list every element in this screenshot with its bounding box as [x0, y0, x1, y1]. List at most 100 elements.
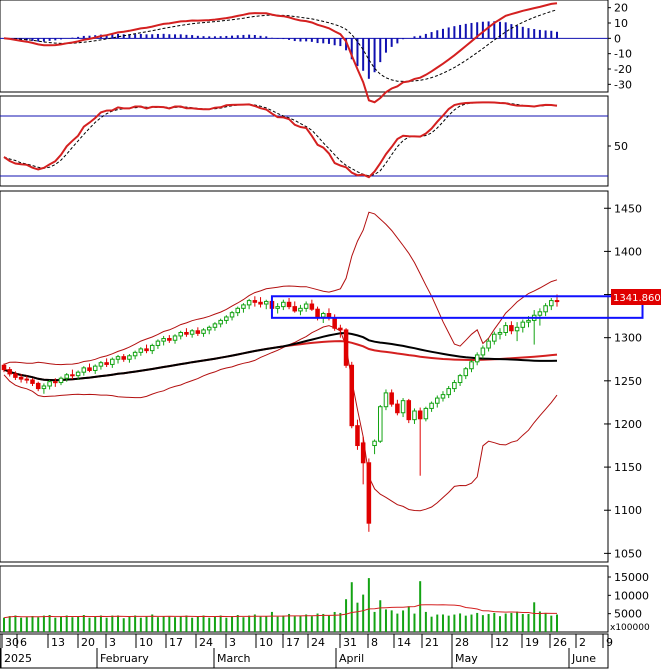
macd-tick-label: -30	[614, 78, 632, 91]
candle	[189, 329, 195, 338]
candle-body	[298, 307, 303, 312]
candle-body	[24, 378, 30, 381]
candle	[503, 322, 508, 336]
candle-body	[178, 331, 183, 337]
candle	[149, 343, 155, 355]
candle-body	[469, 361, 474, 370]
candle-body	[452, 382, 457, 390]
candle-body	[70, 374, 75, 377]
candle-body	[360, 442, 366, 464]
candle-body	[543, 305, 548, 313]
candle	[41, 383, 47, 394]
candle	[435, 395, 440, 408]
candle-body	[383, 392, 389, 408]
candle-body	[224, 316, 229, 321]
candle	[58, 376, 64, 386]
month-label: March	[217, 652, 251, 665]
candle-body	[127, 355, 132, 360]
candle	[132, 350, 138, 360]
candle	[178, 330, 183, 340]
candle	[110, 357, 115, 368]
day-tick-label: 9	[606, 636, 613, 649]
candle-body	[463, 368, 469, 377]
candle-body	[366, 462, 372, 524]
day-tick-label: 28	[455, 636, 469, 649]
candle-body	[457, 375, 463, 384]
candle	[286, 297, 292, 310]
day-tick-label: 24	[311, 636, 325, 649]
candle	[75, 370, 81, 380]
candle-body	[229, 312, 235, 318]
candle-body	[423, 407, 429, 420]
candle	[343, 328, 349, 368]
candle-body	[138, 348, 144, 353]
candle	[469, 360, 474, 373]
candle-body	[41, 385, 47, 390]
candle	[206, 325, 212, 335]
candle-body	[246, 300, 252, 306]
price-panel	[0, 190, 609, 563]
candle	[172, 334, 178, 344]
candle-body	[400, 400, 406, 414]
candle	[30, 378, 35, 386]
volume-tick-label: 15000	[614, 571, 649, 584]
month-label: May	[455, 652, 478, 665]
day-tick-label: 24	[199, 636, 213, 649]
volume-ma-line	[3, 604, 557, 619]
candle	[497, 328, 503, 340]
candle-body	[110, 358, 115, 365]
candle	[53, 378, 58, 387]
candle	[509, 321, 514, 335]
candle	[355, 419, 360, 450]
candle-body	[1, 364, 7, 371]
candle	[201, 328, 206, 337]
volume-tick-label: 10000	[614, 589, 649, 602]
candle	[309, 299, 315, 311]
candle-body	[492, 333, 497, 342]
day-tick-label: 26	[553, 636, 567, 649]
day-tick-label: 2	[579, 636, 586, 649]
candle	[70, 369, 75, 380]
candle-body	[486, 340, 491, 349]
candle	[389, 389, 394, 407]
candle-body	[263, 300, 269, 305]
candle	[24, 375, 30, 384]
candle-body	[440, 394, 446, 399]
candle	[212, 322, 218, 331]
day-tick-label: 8	[371, 636, 378, 649]
candle-body	[503, 325, 508, 333]
candle	[138, 347, 144, 356]
candle	[7, 367, 12, 377]
candle	[429, 401, 434, 412]
candle	[218, 318, 223, 328]
candle-body	[252, 300, 258, 303]
candle-body	[189, 330, 195, 335]
time-axis-panel	[0, 633, 609, 669]
candle	[92, 364, 98, 374]
candle-body	[92, 365, 98, 371]
candle	[463, 367, 469, 380]
candle-body	[554, 300, 560, 303]
macd-tick-label: 0	[614, 32, 621, 45]
candle	[474, 352, 480, 366]
candle	[514, 322, 520, 342]
candle-body	[98, 362, 104, 367]
candle-body	[474, 354, 480, 363]
candle-body	[309, 303, 315, 310]
month-label: June	[571, 652, 596, 665]
month-label: 2025	[4, 652, 32, 665]
candle-body	[258, 301, 263, 305]
volume-unit-label: x100000	[610, 623, 650, 633]
candle-body	[406, 400, 412, 421]
candle	[246, 298, 252, 310]
candle	[47, 379, 52, 390]
candle	[360, 436, 366, 485]
candle-body	[286, 301, 292, 308]
day-tick-label: 13	[51, 636, 65, 649]
candle	[258, 297, 263, 308]
stoch-line	[3, 101, 558, 179]
candle-body	[281, 301, 286, 308]
candle-body	[537, 311, 543, 316]
candle-body	[87, 367, 92, 371]
candle-body	[7, 369, 12, 375]
